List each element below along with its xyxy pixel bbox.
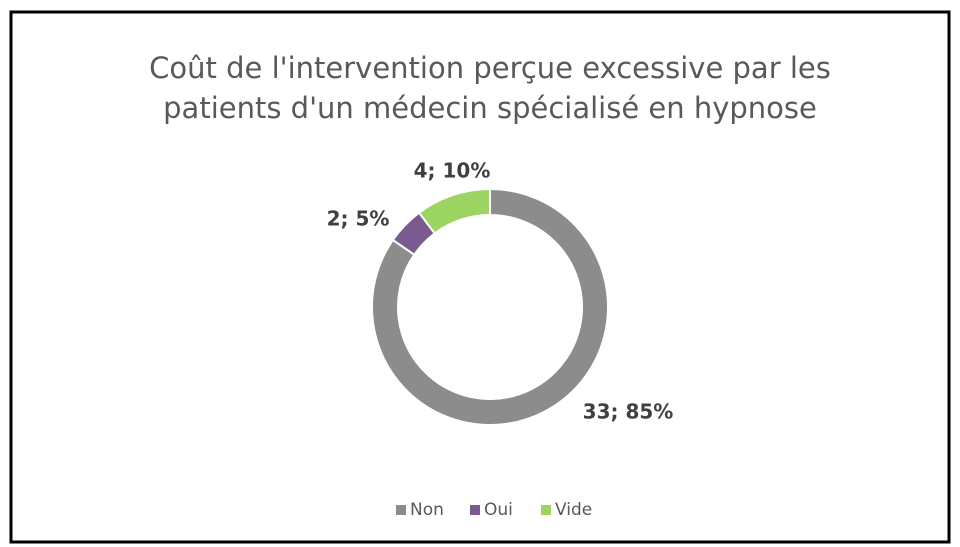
chart-border: [9, 10, 951, 544]
legend-swatch: [541, 505, 551, 515]
data-label: 33; 85%: [583, 400, 674, 424]
chart-title: Coût de l'intervention perçue excessive …: [149, 51, 831, 85]
legend-swatch: [470, 505, 480, 515]
donut-segment: [417, 187, 491, 235]
chart-title: patients d'un médecin spécialisé en hypn…: [163, 91, 817, 125]
legend-swatch: [396, 505, 406, 515]
data-label: 4; 10%: [414, 159, 491, 183]
legend-label: Non: [410, 500, 444, 520]
donut-segment: [371, 187, 609, 426]
legend-label: Vide: [555, 500, 592, 520]
legend-label: Oui: [484, 500, 513, 520]
data-label: 2; 5%: [327, 207, 390, 231]
